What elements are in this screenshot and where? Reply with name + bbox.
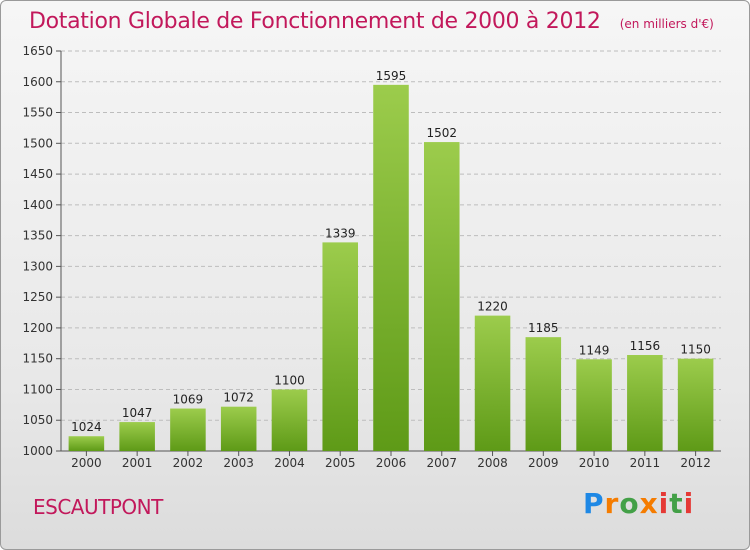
brand-letter: t bbox=[669, 487, 684, 520]
bar bbox=[627, 355, 663, 451]
x-tick-label: 2004 bbox=[274, 456, 305, 470]
x-tick-label: 2011 bbox=[630, 456, 661, 470]
bar bbox=[576, 359, 612, 451]
x-tick-label: 2009 bbox=[528, 456, 559, 470]
labels: 1000 1050 1100 1150 1200 1250 1300 1350 1400 1450… bbox=[22, 44, 710, 470]
brand-logo: Proxiti bbox=[583, 487, 694, 520]
data-label: 1024 bbox=[71, 420, 102, 434]
bar bbox=[474, 315, 511, 451]
brand-letter: x bbox=[639, 487, 659, 520]
title-row: Dotation Globale de Fonctionnement de 20… bbox=[29, 9, 714, 34]
data-label: 1156 bbox=[630, 339, 661, 353]
brand-letter: r bbox=[604, 487, 620, 520]
y-tick-label: 1000 bbox=[22, 444, 53, 458]
brand-letter: o bbox=[619, 487, 640, 520]
brand-letter: i bbox=[683, 487, 695, 520]
y-tick-label: 1100 bbox=[22, 382, 53, 396]
y-tick-label: 1300 bbox=[22, 259, 53, 273]
chart-title: Dotation Globale de Fonctionnement de 20… bbox=[29, 9, 601, 34]
x-tick-label: 2006 bbox=[376, 456, 407, 470]
x-tick-label: 2005 bbox=[325, 456, 356, 470]
y-tick-label: 1600 bbox=[22, 75, 53, 89]
bar bbox=[525, 337, 562, 451]
bar bbox=[68, 436, 105, 451]
x-tick-label: 2008 bbox=[477, 456, 508, 470]
y-tick-label: 1200 bbox=[22, 321, 53, 335]
y-tick-label: 1150 bbox=[22, 352, 53, 366]
commune-name: ESCAUTPONT bbox=[33, 495, 163, 519]
y-tick-label: 1250 bbox=[22, 290, 53, 304]
x-tick-label: 2012 bbox=[680, 456, 711, 470]
brand-letter: i bbox=[658, 487, 670, 520]
bar bbox=[322, 242, 358, 451]
y-tick-label: 1450 bbox=[22, 167, 53, 181]
y-tick-label: 1550 bbox=[22, 106, 53, 120]
data-label: 1220 bbox=[477, 300, 508, 314]
y-tick-label: 1050 bbox=[22, 413, 53, 427]
data-label: 1047 bbox=[122, 406, 153, 420]
bar bbox=[170, 408, 206, 451]
data-label: 1185 bbox=[528, 321, 559, 335]
data-label: 1150 bbox=[680, 343, 711, 357]
bar bbox=[271, 389, 308, 451]
x-tick-label: 2003 bbox=[223, 456, 254, 470]
data-label: 1100 bbox=[274, 373, 305, 387]
x-tick-label: 2000 bbox=[71, 456, 102, 470]
data-label: 1149 bbox=[579, 343, 610, 357]
x-tick-label: 2010 bbox=[579, 456, 610, 470]
data-label: 1339 bbox=[325, 226, 356, 240]
bar bbox=[373, 84, 409, 451]
y-tick-label: 1350 bbox=[22, 229, 53, 243]
bar bbox=[424, 142, 460, 452]
data-label: 1072 bbox=[223, 391, 254, 405]
bar bbox=[119, 422, 155, 451]
x-tick-label: 2001 bbox=[122, 456, 153, 470]
bar bbox=[220, 406, 257, 451]
bar bbox=[677, 358, 714, 451]
y-tick-label: 1650 bbox=[22, 44, 53, 58]
brand-letter: P bbox=[583, 487, 605, 520]
data-label: 1502 bbox=[426, 126, 457, 140]
bars bbox=[68, 84, 714, 452]
y-tick-label: 1500 bbox=[22, 136, 53, 150]
data-label: 1595 bbox=[376, 69, 407, 83]
data-label: 1069 bbox=[173, 393, 204, 407]
x-tick-label: 2007 bbox=[426, 456, 457, 470]
x-tick-label: 2002 bbox=[173, 456, 204, 470]
chart-unit: (en milliers d'€) bbox=[619, 17, 714, 31]
y-tick-label: 1400 bbox=[22, 198, 53, 212]
